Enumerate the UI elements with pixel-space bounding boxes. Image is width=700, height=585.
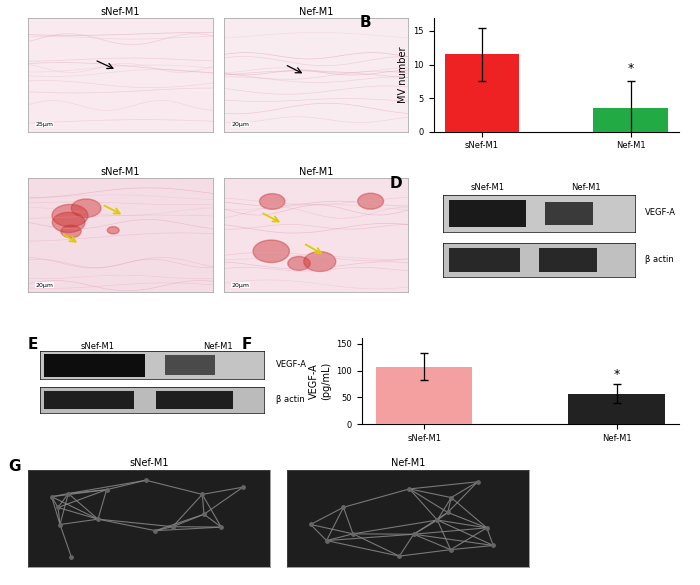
Text: VEGF-A: VEGF-A bbox=[276, 360, 307, 369]
Text: *: * bbox=[613, 369, 620, 381]
Title: Nef-M1: Nef-M1 bbox=[299, 167, 333, 177]
Title: Nef-M1: Nef-M1 bbox=[391, 458, 425, 468]
Point bbox=[92, 514, 104, 524]
Text: B: B bbox=[360, 15, 372, 30]
Text: VEGF-A: VEGF-A bbox=[645, 208, 676, 217]
Point bbox=[46, 492, 57, 501]
Text: Nef-M1: Nef-M1 bbox=[571, 183, 601, 191]
Text: sNef-M1: sNef-M1 bbox=[80, 342, 114, 351]
Point bbox=[446, 493, 457, 503]
Point bbox=[442, 508, 454, 517]
Text: 20μm: 20μm bbox=[231, 122, 249, 127]
Title: Nef-M1: Nef-M1 bbox=[299, 7, 333, 17]
Point bbox=[141, 476, 152, 485]
Title: sNef-M1: sNef-M1 bbox=[130, 458, 169, 468]
Circle shape bbox=[253, 240, 289, 263]
Point bbox=[394, 552, 405, 561]
Point bbox=[472, 477, 483, 487]
Text: 25μm: 25μm bbox=[36, 122, 53, 127]
Point bbox=[305, 520, 316, 529]
Y-axis label: MV number: MV number bbox=[398, 46, 407, 103]
Text: 20μm: 20μm bbox=[36, 283, 53, 287]
Circle shape bbox=[52, 212, 85, 232]
Bar bbox=[376, 367, 473, 424]
Circle shape bbox=[52, 204, 88, 226]
Circle shape bbox=[304, 252, 336, 271]
Circle shape bbox=[71, 199, 101, 218]
Point bbox=[488, 541, 499, 550]
Circle shape bbox=[61, 225, 81, 238]
Bar bbox=[568, 394, 664, 424]
Point bbox=[404, 484, 415, 494]
Text: E: E bbox=[28, 337, 38, 352]
Point bbox=[63, 489, 74, 498]
Point bbox=[481, 523, 492, 532]
Text: F: F bbox=[241, 337, 251, 352]
Point bbox=[66, 552, 77, 562]
Text: C: C bbox=[32, 179, 43, 194]
Title: sNef-M1: sNef-M1 bbox=[101, 7, 140, 17]
Text: sNef-M1: sNef-M1 bbox=[470, 183, 505, 191]
Circle shape bbox=[358, 193, 384, 209]
Text: β actin: β actin bbox=[276, 395, 304, 404]
Point bbox=[237, 483, 248, 492]
Bar bbox=[594, 108, 668, 132]
Text: β actin: β actin bbox=[645, 254, 673, 264]
Point bbox=[101, 485, 112, 494]
Point bbox=[432, 515, 443, 525]
Text: *: * bbox=[627, 61, 634, 75]
Point bbox=[321, 536, 332, 545]
Point bbox=[197, 490, 208, 499]
Bar bbox=[444, 54, 519, 132]
Text: G: G bbox=[8, 459, 21, 474]
Circle shape bbox=[288, 256, 310, 270]
Point bbox=[198, 510, 209, 519]
Point bbox=[338, 503, 349, 512]
Text: 20μm: 20μm bbox=[231, 283, 249, 287]
Point bbox=[52, 503, 64, 512]
Point bbox=[55, 520, 66, 529]
Text: A: A bbox=[32, 19, 43, 34]
Text: Nef-M1: Nef-M1 bbox=[204, 342, 233, 351]
Text: D: D bbox=[389, 176, 402, 191]
Point bbox=[445, 545, 456, 555]
Point bbox=[216, 522, 227, 532]
Title: sNef-M1: sNef-M1 bbox=[101, 167, 140, 177]
Circle shape bbox=[107, 226, 119, 234]
Circle shape bbox=[260, 194, 285, 209]
Point bbox=[408, 529, 419, 539]
Point bbox=[150, 526, 161, 535]
Point bbox=[167, 522, 178, 531]
Point bbox=[347, 529, 358, 539]
Y-axis label: VEGF-A
(pg/mL): VEGF-A (pg/mL) bbox=[309, 362, 331, 400]
